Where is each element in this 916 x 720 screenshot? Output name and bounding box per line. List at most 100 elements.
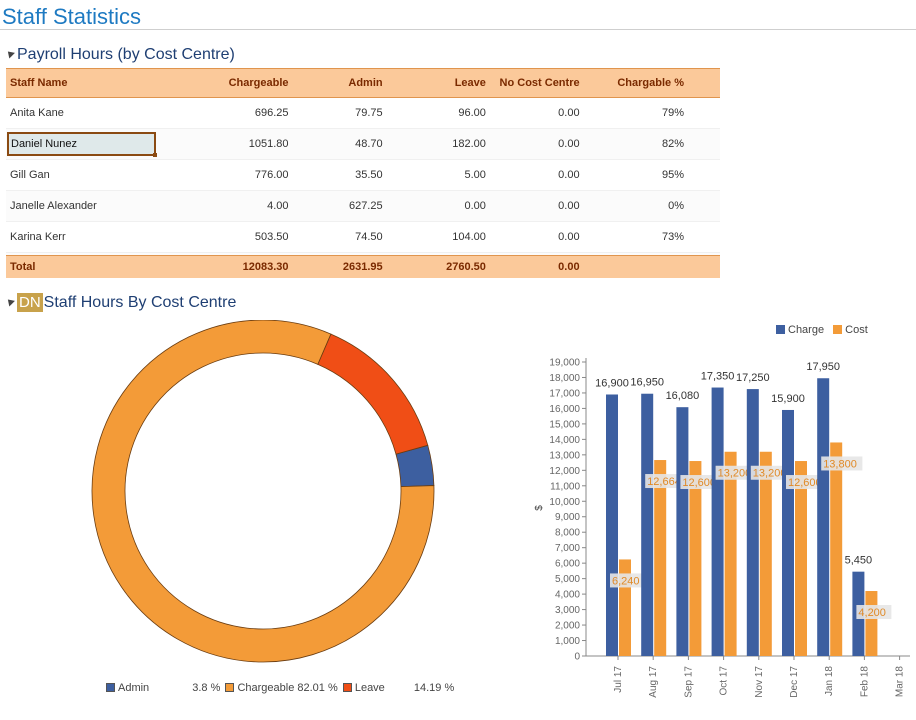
x-tick-label: Sep 17 [683, 666, 694, 698]
cell-admin[interactable]: 48.70 [292, 128, 387, 160]
col-header-pad [687, 68, 720, 98]
col-header-no-cost-centre[interactable]: No Cost Centre [489, 68, 584, 98]
cell-pad [687, 159, 720, 191]
table-row[interactable]: Anita Kane 696.25 79.75 96.00 0.00 79% [6, 97, 720, 129]
legend-label-chargeable: Chargeable [237, 682, 295, 694]
cell-staff-name[interactable]: Karina Kerr [6, 221, 164, 253]
cell-chargable-pct[interactable]: 95% [583, 159, 688, 191]
payroll-section-title: Payroll Hours (by Cost Centre) [17, 46, 235, 63]
total-chargeable: 12083.30 [163, 255, 293, 278]
table-row[interactable]: Gill Gan 776.00 35.50 5.00 0.00 95% [6, 159, 720, 191]
cell-no-cost-centre[interactable]: 0.00 [489, 221, 584, 253]
col-header-admin[interactable]: Admin [292, 68, 387, 98]
cell-no-cost-centre[interactable]: 0.00 [489, 128, 584, 160]
table-row[interactable]: Janelle Alexander 4.00 627.25 0.00 0.00 … [6, 190, 720, 222]
cell-chargable-pct[interactable]: 82% [583, 128, 688, 160]
y-tick-label: 0 [574, 652, 580, 663]
collapse-triangle-icon[interactable] [5, 48, 15, 59]
cell-no-cost-centre[interactable]: 0.00 [489, 97, 584, 129]
data-label-cost: 6,240 [612, 575, 640, 587]
data-label-bg-cost [750, 465, 792, 480]
y-tick-label: 13,000 [549, 450, 580, 461]
data-label-cost: 12,600 [788, 477, 822, 489]
x-tick-label: Jan 18 [824, 666, 835, 696]
cell-chargeable[interactable]: 4.00 [163, 190, 293, 222]
staff-hours-section-title: Staff Hours By Cost Centre [43, 294, 237, 311]
cell-chargeable[interactable]: 1051.80 [163, 128, 293, 160]
y-tick-label: 8,000 [555, 528, 580, 539]
cell-admin[interactable]: 627.25 [292, 190, 387, 222]
cell-chargeable[interactable]: 776.00 [163, 159, 293, 191]
col-header-leave[interactable]: Leave [386, 68, 490, 98]
collapse-triangle-icon[interactable] [5, 296, 15, 307]
cell-staff-name[interactable]: Gill Gan [6, 159, 164, 191]
cell-chargable-pct[interactable]: 0% [583, 190, 688, 222]
y-tick-label: 6,000 [555, 559, 580, 570]
bar-charge [641, 393, 654, 656]
legend-label-cost: Cost [845, 324, 868, 336]
bar-chart: 0 1,000 2,000 3,000 4,000 5,000 6,000 7,000 8,00… [534, 358, 910, 698]
col-header-chargable-pct[interactable]: Chargable % [583, 68, 688, 98]
cell-staff-name[interactable]: Janelle Alexander [6, 190, 164, 222]
table-row[interactable]: Karina Kerr 503.50 74.50 104.00 0.00 73% [6, 221, 720, 253]
cell-leave[interactable]: 96.00 [386, 97, 490, 129]
data-label-bg-cost [856, 605, 892, 620]
data-label-cost: 13,200 [753, 468, 787, 480]
col-header-chargeable[interactable]: Chargeable [163, 68, 293, 98]
y-tick-label: 5,000 [555, 574, 580, 585]
bar-legend: Charge Cost [776, 324, 868, 336]
cell-leave[interactable]: 5.00 [386, 159, 490, 191]
cell-chargable-pct[interactable]: 79% [583, 97, 688, 129]
legend-item-admin[interactable]: Admin [106, 682, 149, 694]
legend-swatch-cost [833, 325, 843, 334]
legend-item-cost[interactable]: Cost [833, 324, 868, 336]
x-tick-label: Dec 17 [789, 666, 800, 698]
table-spacer-row [6, 252, 720, 256]
cell-pad [687, 221, 720, 253]
bar-cost [830, 442, 843, 656]
table-row[interactable]: Daniel Nunez 1051.80 48.70 182.00 0.00 8… [6, 128, 720, 160]
y-tick-label: 3,000 [555, 605, 580, 616]
legend-item-leave[interactable]: Leave [342, 682, 385, 694]
y-tick-label: 17,000 [549, 388, 580, 399]
cell-leave[interactable]: 0.00 [386, 190, 490, 222]
legend-value-chargeable: 82.01 % [297, 682, 338, 694]
cell-no-cost-centre[interactable]: 0.00 [489, 190, 584, 222]
cell-pad [687, 97, 720, 129]
selected-cell-name[interactable]: Daniel Nunez [7, 132, 157, 157]
donut-legend: Admin 3.8 % Chargeable 82.01 % Leave 14.… [106, 682, 454, 694]
x-tick-label: Oct 17 [719, 666, 730, 696]
y-tick-label: 16,000 [549, 404, 580, 415]
cell-admin[interactable]: 74.50 [292, 221, 387, 253]
y-tick-label: 9,000 [555, 512, 580, 523]
cell-staff-name[interactable]: Anita Kane [6, 97, 164, 129]
x-tick-label: Nov 17 [754, 666, 765, 698]
cell-admin[interactable]: 35.50 [292, 159, 387, 191]
cell-chargeable[interactable]: 503.50 [163, 221, 293, 253]
data-label-charge: 16,080 [666, 390, 700, 402]
total-pad [687, 255, 720, 278]
cell-pad [687, 128, 720, 160]
legend-label-admin: Admin [118, 682, 150, 694]
data-label-charge: 17,250 [736, 372, 770, 384]
staff-hours-section-header[interactable]: DN Staff Hours By Cost Centre [5, 293, 237, 312]
total-no-cost-centre: 0.00 [489, 255, 584, 278]
payroll-section-header[interactable]: Payroll Hours (by Cost Centre) [5, 46, 235, 64]
total-chargable-pct [583, 255, 688, 278]
data-label-charge: 15,900 [771, 393, 805, 405]
cell-no-cost-centre[interactable]: 0.00 [489, 159, 584, 191]
cell-admin[interactable]: 79.75 [292, 97, 387, 129]
y-tick-label: 12,000 [549, 466, 580, 477]
cell-chargable-pct[interactable]: 73% [583, 221, 688, 253]
legend-item-chargeable[interactable]: Chargeable [225, 682, 294, 694]
payroll-table: Staff Name Chargeable Admin Leave No Cos… [6, 68, 720, 278]
legend-label-leave: Leave [354, 682, 385, 694]
cell-staff-name-selected[interactable]: Daniel Nunez [6, 128, 164, 160]
cell-pad [687, 190, 720, 222]
cell-leave[interactable]: 104.00 [386, 221, 490, 253]
legend-item-charge[interactable]: Charge [776, 324, 824, 336]
cell-chargeable[interactable]: 696.25 [163, 97, 293, 129]
x-tick-label: Mar 18 [895, 666, 906, 698]
col-header-staff-name[interactable]: Staff Name [6, 68, 164, 98]
cell-leave[interactable]: 182.00 [386, 128, 490, 160]
